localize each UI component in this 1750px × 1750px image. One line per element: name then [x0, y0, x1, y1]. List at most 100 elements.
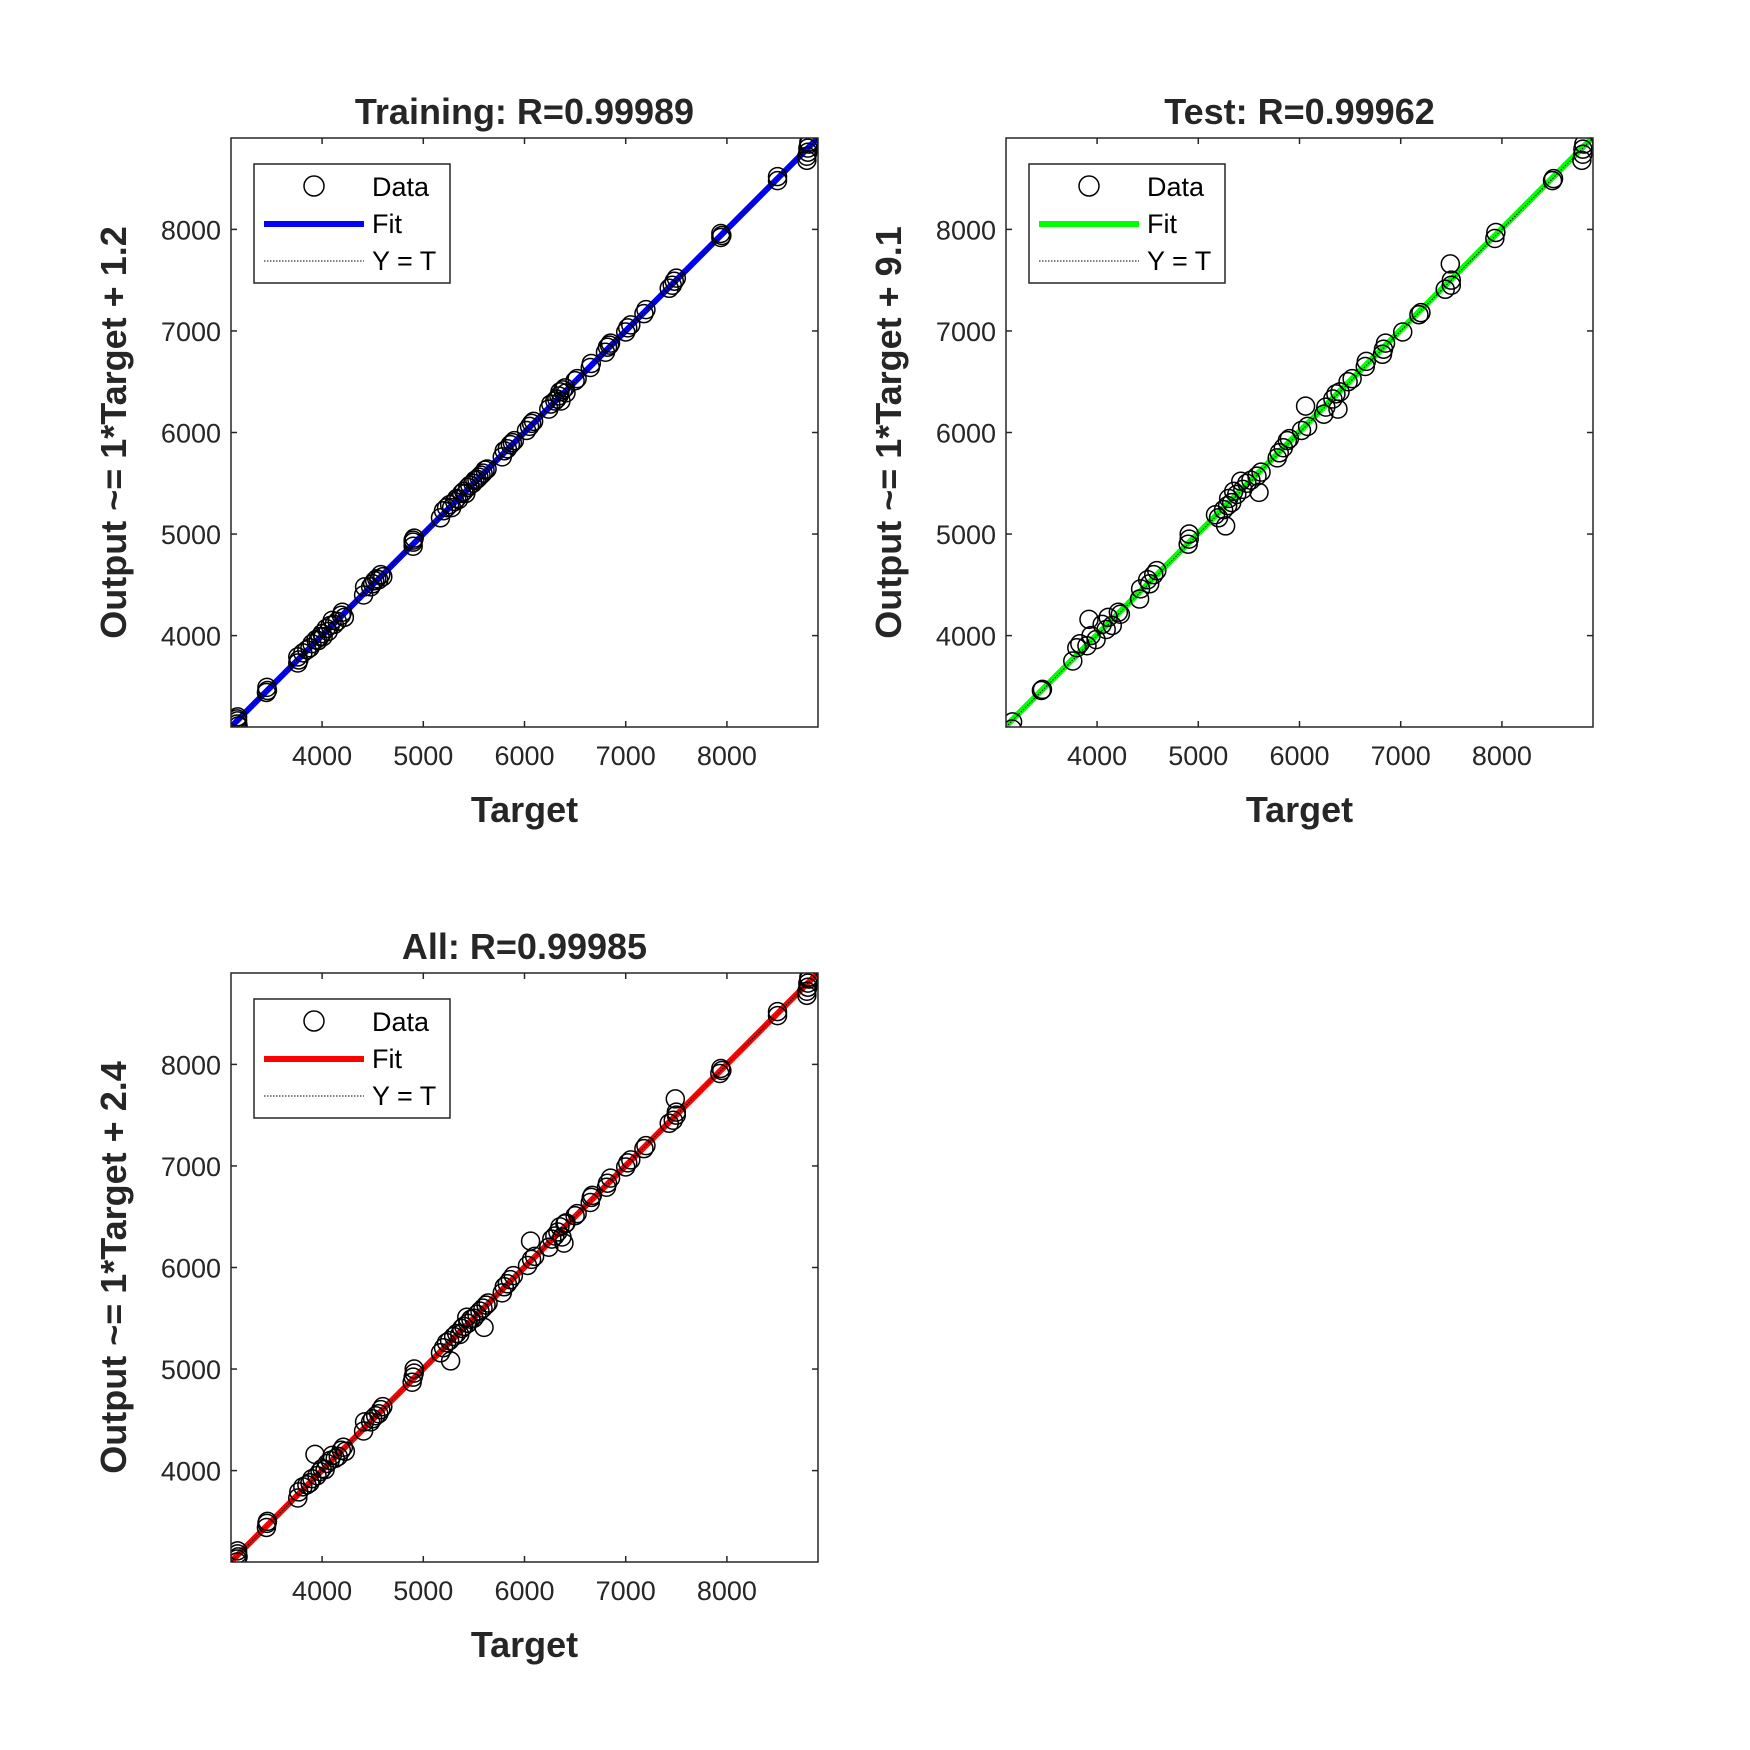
all-data-point — [404, 1363, 424, 1383]
all-data-point — [478, 1293, 498, 1313]
training-data-point — [231, 711, 248, 727]
test-data-point — [1291, 420, 1312, 441]
test-data-point — [1375, 333, 1396, 353]
test-data-point — [1251, 462, 1271, 482]
test-data-point — [1032, 679, 1053, 700]
test-data-point — [1486, 222, 1506, 243]
test-data-point — [1485, 228, 1505, 249]
test-legend-data-label: Data — [1147, 172, 1205, 202]
all-data-point — [257, 1511, 278, 1532]
all-data-point — [371, 1399, 391, 1420]
test-data-point — [1108, 602, 1129, 622]
test-data-point — [1573, 144, 1593, 164]
training-data-point — [231, 707, 248, 727]
all-data-point — [440, 1351, 461, 1371]
all-plot-contents — [231, 973, 818, 1562]
training-y-tick-label: 5000 — [161, 520, 221, 550]
test-x-tick-label: 5000 — [1168, 741, 1228, 771]
training-data-point — [599, 335, 620, 355]
test-y-tick-label: 6000 — [936, 419, 996, 449]
all-data-point — [524, 1246, 545, 1267]
all-data-point — [711, 1058, 731, 1079]
training-data-point — [798, 142, 818, 162]
training-data-point — [567, 368, 587, 389]
all-data-point — [767, 1005, 788, 1026]
training-data-point — [313, 626, 333, 647]
test-data-point — [1542, 170, 1563, 191]
all-data-point — [476, 1295, 496, 1315]
training-legend-data-marker — [303, 175, 325, 197]
all-data-point — [335, 1441, 356, 1462]
all-data-point — [503, 1265, 524, 1286]
training-data-point — [439, 494, 460, 515]
test-data-point — [1440, 254, 1461, 274]
test-legend: Data Fit Y = T — [1028, 163, 1226, 284]
test-data-point — [1031, 680, 1052, 701]
training-data-point — [659, 278, 679, 299]
all-data-point — [600, 1168, 621, 1188]
test-data-point — [1006, 712, 1023, 727]
training-data-point — [371, 564, 391, 585]
training-data-point — [500, 434, 521, 455]
test-x-tick-label: 7000 — [1371, 741, 1431, 771]
all-x-tick-label: 8000 — [697, 1576, 757, 1606]
training-data-point — [403, 532, 423, 552]
training-legend: Data Fit Y = T — [253, 163, 451, 284]
training-data-point — [256, 682, 277, 703]
test-data-point — [1139, 574, 1160, 594]
all-data-point — [373, 1396, 393, 1417]
training-data-point — [523, 411, 544, 432]
test-data-point — [1392, 322, 1413, 342]
training-data-point — [664, 271, 685, 291]
all-data-point — [565, 1205, 585, 1226]
test-x-tick-label: 6000 — [1269, 741, 1329, 771]
all-data-point — [433, 1337, 454, 1358]
test-legend-identity-label: Y = T — [1147, 246, 1211, 276]
test-data-point — [1330, 382, 1350, 402]
training-data-point — [519, 416, 540, 437]
training-legend-identity-label: Y = T — [372, 246, 436, 276]
training-data-point — [473, 463, 493, 483]
all-data-point — [474, 1317, 494, 1338]
training-data-point — [711, 227, 731, 248]
training-data-point — [403, 536, 423, 556]
all-x-tick-label: 5000 — [393, 1576, 453, 1606]
test-data-point — [1215, 516, 1236, 536]
training-data-point — [621, 315, 641, 335]
training-data-point — [767, 170, 788, 191]
all-legend-data-marker — [303, 1010, 325, 1032]
all-data-point — [634, 1138, 654, 1159]
training-y-tick-label: 4000 — [161, 622, 221, 652]
test-x-tick-label: 8000 — [1472, 741, 1532, 771]
all-y-tick-label: 7000 — [161, 1152, 221, 1182]
training-data-point — [373, 566, 393, 587]
all-legend-identity-label: Y = T — [372, 1081, 436, 1111]
test-panel: 4000 5000 6000 7000 8000 4000 5000 6000 7000 8000… — [868, 91, 1594, 830]
test-plot-contents — [1006, 138, 1593, 727]
test-y-tick-label: 4000 — [936, 622, 996, 652]
training-data-point — [581, 353, 602, 374]
training-data-point — [257, 680, 278, 701]
test-legend-fit-label: Fit — [1147, 209, 1177, 239]
all-data-point — [621, 1150, 641, 1170]
test-data-point — [1543, 168, 1564, 189]
all-x-tick-label: 7000 — [596, 1576, 656, 1606]
training-data-point — [615, 322, 636, 342]
all-data-point — [712, 1060, 732, 1081]
test-data-point — [1006, 719, 1022, 727]
test-data-point — [1063, 651, 1083, 671]
test-data-point — [1249, 482, 1269, 503]
test-data-point — [1572, 150, 1592, 171]
test-data-point — [1179, 524, 1199, 544]
training-data-point — [231, 716, 248, 727]
training-data-point — [767, 166, 788, 187]
test-data-point — [1323, 389, 1343, 409]
test-y-tick-label: 7000 — [936, 317, 996, 347]
test-data-point — [1096, 619, 1116, 640]
training-x-axis-label: Target — [471, 789, 578, 830]
all-data-point — [333, 1437, 354, 1457]
test-data-point — [1110, 604, 1131, 625]
training-data-point — [617, 318, 638, 338]
training-plot-contents — [231, 138, 818, 727]
training-data-point — [550, 382, 570, 402]
